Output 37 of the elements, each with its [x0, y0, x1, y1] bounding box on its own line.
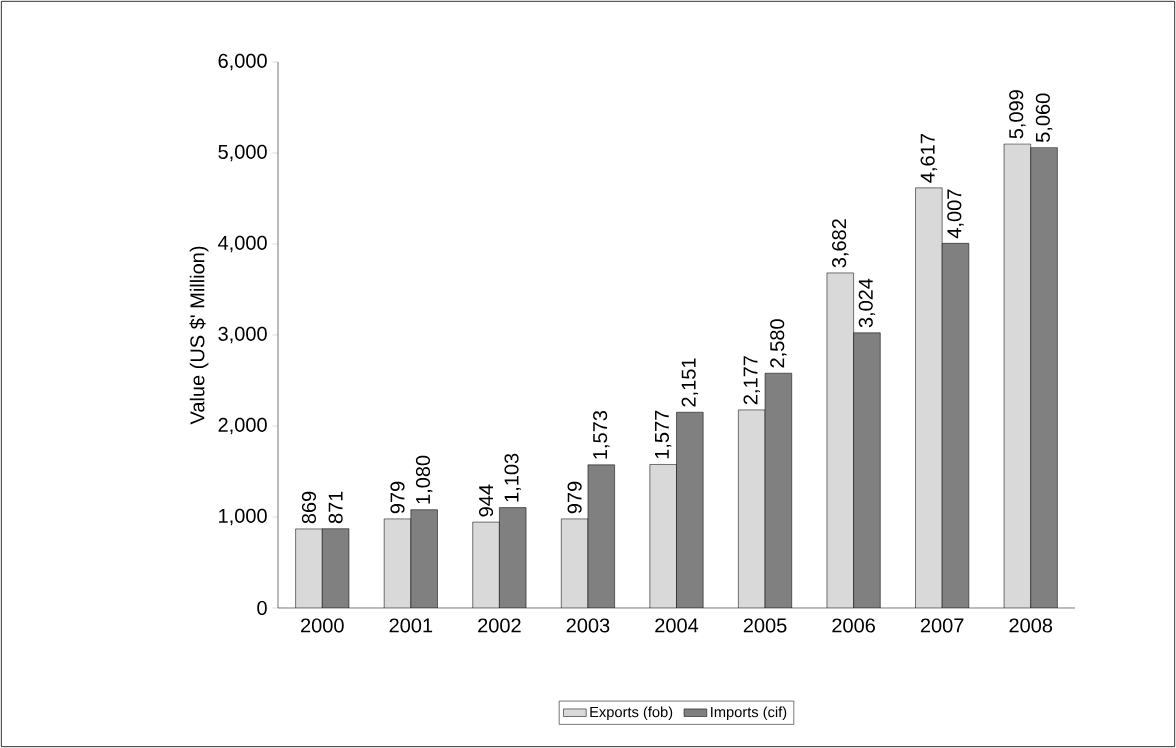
y-tick-label: 1,000 — [219, 508, 267, 526]
data-label: 1,080 — [415, 455, 433, 504]
data-label: 5,060 — [1035, 93, 1053, 143]
x-tick-label: 2000 — [301, 618, 344, 633]
data-label: 3,682 — [832, 219, 849, 268]
x-tick-label: 2004 — [655, 618, 699, 633]
data-label: 979 — [390, 481, 405, 514]
x-tick-label: 2007 — [920, 618, 964, 633]
data-label: 871 — [328, 491, 343, 524]
x-tick-label: 2002 — [478, 618, 521, 633]
data-label: 2,151 — [681, 358, 699, 407]
y-tick-label: 2,000 — [218, 417, 267, 435]
y-tick-label: 6,000 — [218, 53, 267, 71]
y-tick-label: 4,000 — [218, 235, 267, 253]
data-label: 1,577 — [655, 410, 672, 459]
x-tick-label: 2008 — [1009, 618, 1053, 633]
data-label: 3,024 — [858, 278, 876, 328]
data-label: 2,177 — [743, 356, 760, 405]
y-tick-label: 0 — [257, 600, 267, 616]
data-label: 5,099 — [1009, 90, 1026, 139]
data-label: 944 — [478, 484, 494, 517]
data-label: 1,573 — [593, 410, 610, 459]
y-tick-label: 3,000 — [218, 326, 267, 344]
data-label: 869 — [301, 491, 317, 524]
x-tick-label: 2001 — [389, 618, 433, 633]
x-tick-label: 2006 — [832, 618, 875, 633]
x-tick-label: 2003 — [566, 618, 610, 633]
y-axis-title: Value (US $' Million) — [189, 246, 209, 425]
data-label: 4,617 — [920, 134, 938, 183]
data-label: 2,580 — [770, 319, 787, 368]
legend-label: Exports (fob) — [590, 706, 673, 721]
y-tick-label: 5,000 — [218, 144, 267, 162]
x-tick-label: 2005 — [743, 618, 787, 633]
data-label: 4,007 — [947, 189, 964, 239]
data-label: 1,103 — [504, 453, 521, 502]
data-label: 979 — [567, 481, 582, 514]
legend-label: Imports (cif) — [711, 706, 787, 721]
